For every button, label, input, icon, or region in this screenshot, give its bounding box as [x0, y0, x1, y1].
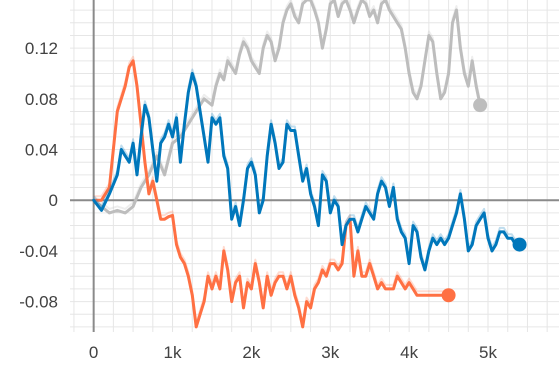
series-line-2 — [92, 72, 522, 272]
y-axis-tick-labels: 0.12 0.08 0.04 0 -0.04 -0.08 — [19, 39, 58, 311]
y-tick-label: 0.04 — [25, 141, 58, 160]
series-shadow-1 — [93, 55, 449, 324]
y-tick-label: 0 — [49, 191, 58, 210]
x-tick-label: 3k — [321, 343, 339, 362]
y-tick-label: 0.12 — [25, 39, 58, 58]
x-tick-label: 0 — [89, 343, 98, 362]
x-tick-label: 2k — [242, 343, 260, 362]
x-tick-label: 1k — [164, 343, 182, 362]
series-line-0 — [92, 0, 482, 215]
series-end-point-1 — [441, 288, 456, 303]
grid — [70, 0, 559, 332]
x-tick-label: 5k — [479, 343, 497, 362]
zero-lines — [70, 0, 559, 332]
series-line-1 — [92, 59, 451, 329]
x-tick-label: 4k — [400, 343, 418, 362]
series-end-point-0 — [473, 98, 488, 113]
x-axis-tick-labels: 0 1k 2k 3k 4k 5k — [89, 343, 498, 362]
y-tick-label: 0.08 — [25, 90, 58, 109]
series-group — [92, 0, 527, 329]
y-tick-label: -0.04 — [19, 242, 58, 261]
series-end-point-2 — [512, 237, 527, 252]
y-tick-label: -0.08 — [19, 293, 58, 312]
